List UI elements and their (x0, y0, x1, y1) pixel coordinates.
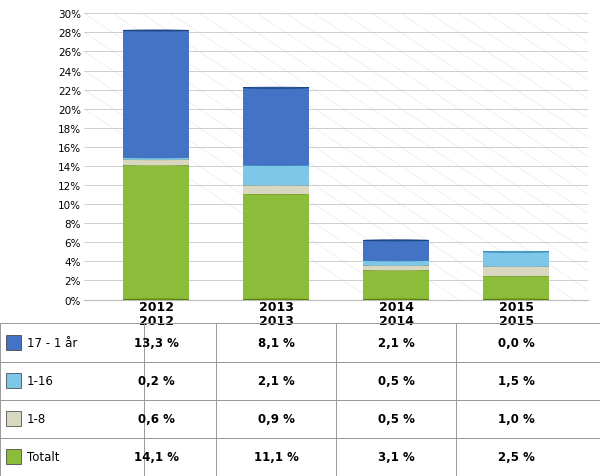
Ellipse shape (243, 88, 309, 89)
Bar (6, 449, 21, 465)
Text: 0,0 %: 0,0 % (497, 337, 535, 349)
Bar (363, 266, 429, 270)
Ellipse shape (483, 299, 549, 300)
Ellipse shape (123, 31, 189, 32)
Ellipse shape (243, 185, 309, 186)
Bar (363, 261, 429, 266)
Bar (123, 31, 189, 158)
Bar (483, 276, 549, 300)
Bar (6, 411, 21, 426)
Ellipse shape (243, 194, 309, 195)
Ellipse shape (363, 270, 429, 271)
Ellipse shape (483, 252, 549, 253)
Ellipse shape (123, 299, 189, 300)
Bar (0, 438, 600, 476)
Text: 14,1 %: 14,1 % (133, 450, 179, 464)
Ellipse shape (363, 270, 429, 271)
Ellipse shape (363, 265, 429, 266)
Text: 2014: 2014 (379, 314, 413, 327)
Bar (243, 186, 309, 194)
Ellipse shape (243, 299, 309, 300)
Text: 1,0 %: 1,0 % (497, 412, 535, 426)
Ellipse shape (363, 299, 429, 300)
Bar (363, 241, 429, 261)
Bar (6, 374, 21, 388)
Bar (336, 290, 456, 324)
Text: 2,5 %: 2,5 % (497, 450, 535, 464)
Bar (483, 252, 549, 267)
Bar (456, 290, 576, 324)
Bar (0, 324, 600, 362)
Ellipse shape (243, 165, 309, 166)
Ellipse shape (483, 276, 549, 277)
Bar (123, 158, 189, 160)
Text: 0,2 %: 0,2 % (137, 374, 175, 387)
Text: Totalt: Totalt (27, 450, 59, 464)
Text: 0,6 %: 0,6 % (137, 412, 175, 426)
Ellipse shape (483, 266, 549, 267)
Ellipse shape (123, 165, 189, 166)
Text: 2015: 2015 (499, 300, 533, 314)
Bar (243, 166, 309, 186)
Ellipse shape (363, 260, 429, 261)
Ellipse shape (363, 299, 429, 300)
Bar (216, 290, 336, 324)
Bar (0, 362, 600, 400)
Text: 0,5 %: 0,5 % (377, 412, 415, 426)
Bar (483, 267, 549, 276)
Ellipse shape (123, 299, 189, 300)
Text: 2015: 2015 (499, 314, 533, 327)
Bar (123, 166, 189, 300)
Bar (243, 194, 309, 300)
Text: 17 - 1 år: 17 - 1 år (27, 337, 77, 349)
Ellipse shape (243, 165, 309, 166)
Text: 2012: 2012 (139, 314, 173, 327)
Ellipse shape (483, 266, 549, 267)
Text: 2,1 %: 2,1 % (377, 337, 415, 349)
Text: 2013: 2013 (259, 314, 293, 327)
Bar (0, 400, 600, 438)
Text: 2013: 2013 (259, 300, 293, 314)
Ellipse shape (243, 299, 309, 300)
Bar (243, 89, 309, 166)
Ellipse shape (363, 260, 429, 261)
Ellipse shape (123, 158, 189, 159)
Ellipse shape (363, 240, 429, 241)
Ellipse shape (363, 265, 429, 266)
Text: 1-8: 1-8 (27, 412, 46, 426)
Ellipse shape (483, 276, 549, 277)
Bar (363, 270, 429, 300)
Text: 1,5 %: 1,5 % (497, 374, 535, 387)
Text: 0,5 %: 0,5 % (377, 374, 415, 387)
Text: 2,1 %: 2,1 % (257, 374, 295, 387)
Bar (6, 336, 21, 350)
Text: 8,1 %: 8,1 % (257, 337, 295, 349)
Text: 2012: 2012 (139, 300, 173, 314)
Text: 3,1 %: 3,1 % (377, 450, 415, 464)
Ellipse shape (123, 159, 189, 160)
Text: 1-16: 1-16 (27, 374, 54, 387)
Text: 11,1 %: 11,1 % (254, 450, 298, 464)
Text: 13,3 %: 13,3 % (134, 337, 178, 349)
Text: 2014: 2014 (379, 300, 413, 314)
Ellipse shape (243, 194, 309, 195)
Ellipse shape (123, 165, 189, 166)
Ellipse shape (243, 185, 309, 186)
Bar (96, 290, 216, 324)
Ellipse shape (123, 159, 189, 160)
Bar (123, 160, 189, 166)
Ellipse shape (483, 299, 549, 300)
Ellipse shape (123, 158, 189, 159)
Text: 0,9 %: 0,9 % (257, 412, 295, 426)
